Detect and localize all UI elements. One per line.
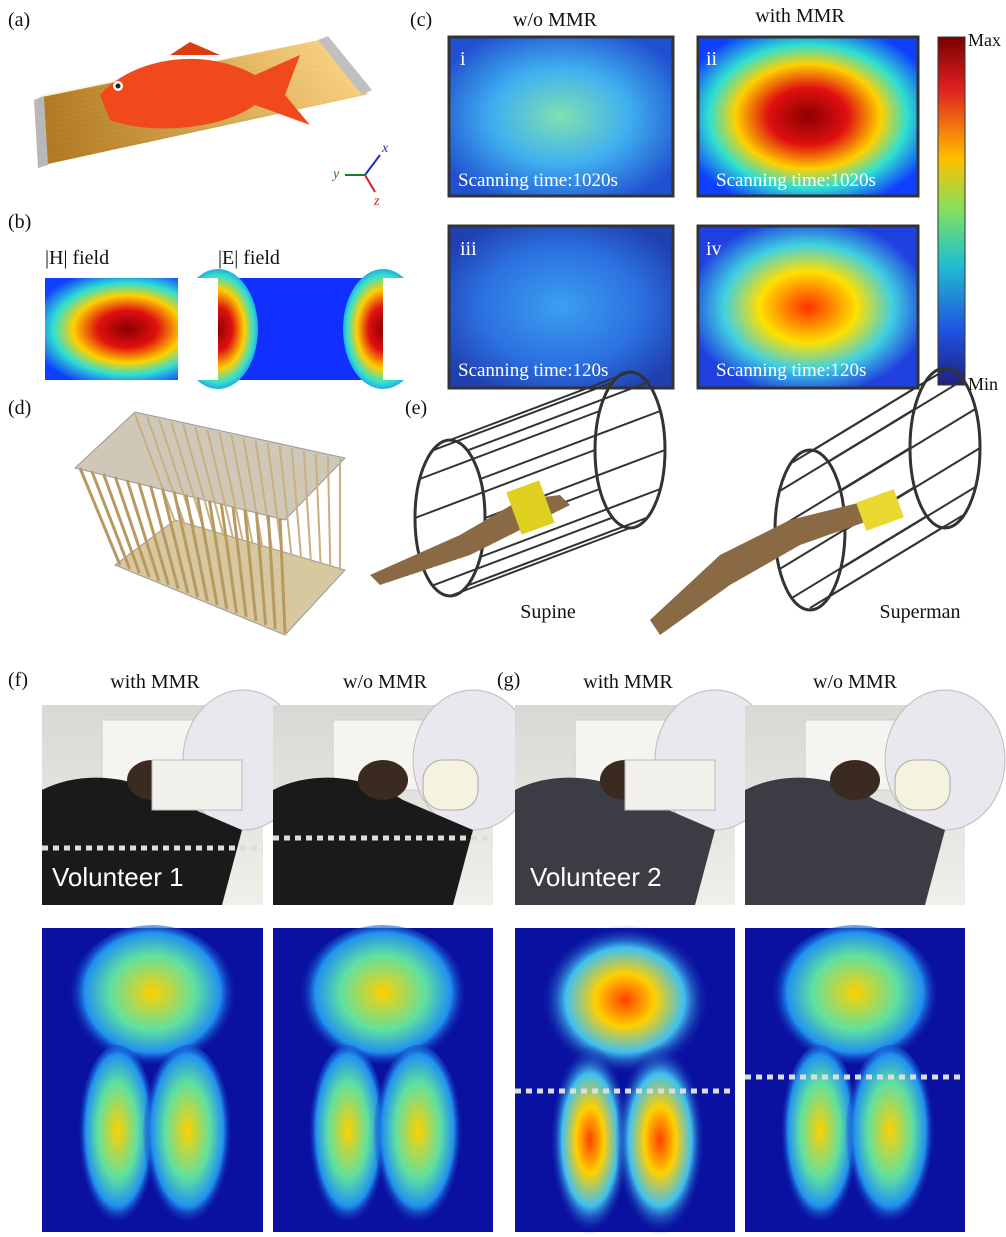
scanner-photos-part	[423, 760, 478, 810]
mmr-cage-part	[115, 520, 345, 635]
cylinder-coils-part	[415, 450, 595, 518]
scanner-photos-part	[830, 760, 880, 800]
column-label: w/o MMR	[813, 671, 898, 693]
panel-label: (c)	[410, 9, 432, 31]
column-label: w/o MMR	[513, 9, 598, 31]
image-index: iv	[706, 238, 722, 260]
panel-label: (e)	[405, 397, 427, 419]
fish-on-rack-part	[116, 84, 121, 89]
panel-label: (d)	[8, 397, 31, 419]
axis-label: y	[331, 167, 340, 182]
mmr-cage-part	[92, 471, 130, 569]
coordinate-axes-part	[365, 155, 380, 175]
cylinder-coils-part	[828, 380, 963, 462]
mmr-cage-part	[80, 468, 120, 565]
fish-on-rack-part	[170, 42, 220, 55]
wrist-mri-images-part	[540, 925, 710, 1075]
wrist-mri-images-part	[615, 1045, 705, 1235]
volunteer-label: Volunteer 2	[530, 862, 662, 892]
column-label: w/o MMR	[343, 671, 428, 693]
scanner-photos-part	[895, 760, 950, 810]
caption: Scanning time:120s	[458, 360, 608, 381]
coordinate-axes	[345, 155, 380, 192]
field-maps-part	[178, 278, 218, 380]
pose-label: Supine	[520, 601, 576, 623]
human-models-part	[650, 500, 885, 635]
caption: Scanning time:1020s	[716, 170, 876, 191]
cylinder-coils	[415, 368, 980, 610]
colorbar-min: Min	[968, 374, 998, 394]
scanner-photos-part	[625, 760, 715, 810]
axis-label: x	[381, 141, 389, 156]
scanner-photos	[42, 690, 1005, 905]
column-label: with MMR	[110, 671, 200, 693]
scanner-photos-part	[885, 690, 1005, 830]
axis-label: z	[373, 194, 380, 209]
fish-mri-images	[449, 37, 918, 388]
panel-label: (a)	[8, 9, 30, 31]
colorbar	[938, 37, 965, 385]
wrist-mri-images-part	[298, 925, 468, 1075]
image-index: ii	[706, 48, 718, 70]
column-label: with MMR	[583, 671, 673, 693]
wrist-mri-images-part	[845, 1045, 935, 1235]
cylinder-coils-part	[468, 382, 648, 450]
caption: Scanning time:120s	[716, 360, 866, 381]
mmr-cage-part	[104, 474, 140, 573]
scanner-photos-part	[152, 760, 242, 810]
wrist-mri-images-part	[143, 1045, 233, 1235]
field-label: |E| field	[218, 247, 280, 269]
human-models	[370, 480, 904, 635]
human-models-part	[856, 489, 904, 531]
mmr-cage	[75, 412, 345, 635]
field-maps	[45, 269, 423, 389]
column-label: with MMR	[755, 5, 845, 27]
fish-on-rack-part	[100, 55, 310, 128]
cylinder-coils-part	[595, 372, 665, 528]
field-maps-part	[383, 278, 423, 380]
volunteer-label: Volunteer 1	[52, 862, 184, 892]
panel-label: (b)	[8, 211, 31, 233]
image-index: i	[460, 48, 466, 70]
pose-label: Superman	[879, 601, 960, 623]
panel-label: (g)	[497, 669, 520, 691]
caption: Scanning time:1020s	[458, 170, 618, 191]
coordinate-axes-part	[365, 175, 375, 192]
panel-label: (f)	[8, 669, 28, 691]
page: {"panels": { "a": {"label": "(a)", "axes…	[0, 0, 1006, 1237]
body: (a) x y z (b) |H| field |E| field (c) w/…	[0, 0, 1006, 1237]
wrist-mri-images-part	[770, 925, 940, 1075]
wrist-mri-images-part	[68, 925, 238, 1075]
field-label: |H| field	[45, 247, 109, 269]
scanner-photos-part	[358, 760, 408, 800]
image-index: iii	[460, 238, 477, 260]
colorbar-max: Max	[968, 30, 1001, 50]
cylinder-coils-part	[415, 440, 485, 596]
wrist-mri-images-part	[373, 1045, 463, 1235]
fish-on-rack	[34, 36, 372, 168]
figure: (a) x y z (b) |H| field |E| field (c) w/…	[0, 0, 1006, 1237]
